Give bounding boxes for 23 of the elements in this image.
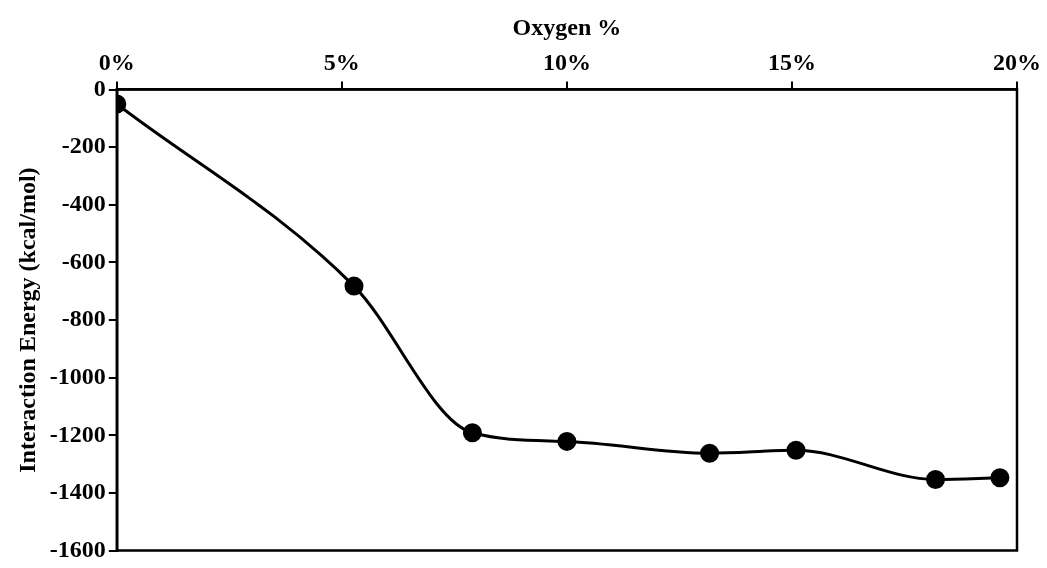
- point: [557, 431, 577, 451]
- y-tick-label: -800: [61, 305, 106, 332]
- y-tick-label: -1200: [49, 420, 106, 447]
- y-tick-label: -600: [61, 247, 106, 274]
- point: [462, 423, 482, 443]
- x-tick-label: 20%: [993, 49, 1041, 76]
- x-tick-label: 10%: [542, 49, 591, 76]
- y-tick-label: -1000: [49, 362, 106, 389]
- y-tick-label: -1600: [49, 535, 106, 562]
- y-tick-label: -200: [61, 132, 106, 159]
- point: [990, 468, 1010, 488]
- y-tick-label: -1400: [49, 478, 106, 505]
- x-tick-label: 5%: [323, 49, 360, 76]
- y-axis-title: Interaction Energy (kcal/mol): [13, 167, 40, 473]
- point: [926, 469, 946, 489]
- point: [786, 440, 806, 460]
- point: [344, 276, 364, 296]
- y-tick-label: -400: [61, 190, 106, 217]
- y-tick-label: 0: [93, 74, 106, 101]
- x-tick-label: 0%: [98, 49, 135, 76]
- x-tick-label: 15%: [767, 49, 816, 76]
- point: [700, 443, 720, 463]
- x-axis-title: Oxygen %: [512, 13, 622, 40]
